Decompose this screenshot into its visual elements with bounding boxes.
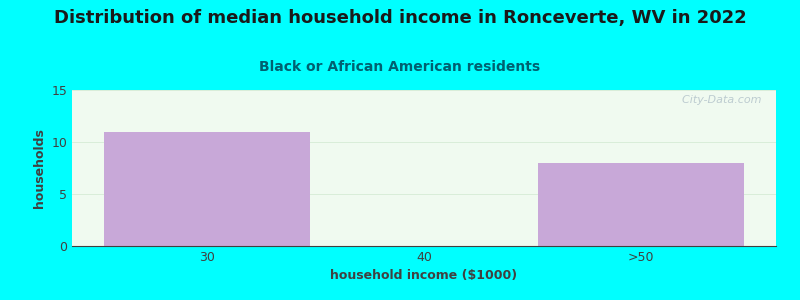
Text: Black or African American residents: Black or African American residents <box>259 60 541 74</box>
Bar <box>104 132 310 246</box>
Text: City-Data.com: City-Data.com <box>675 95 762 105</box>
Text: Distribution of median household income in Ronceverte, WV in 2022: Distribution of median household income … <box>54 9 746 27</box>
Bar <box>538 163 744 246</box>
Y-axis label: households: households <box>33 128 46 208</box>
X-axis label: household income ($1000): household income ($1000) <box>330 269 518 282</box>
